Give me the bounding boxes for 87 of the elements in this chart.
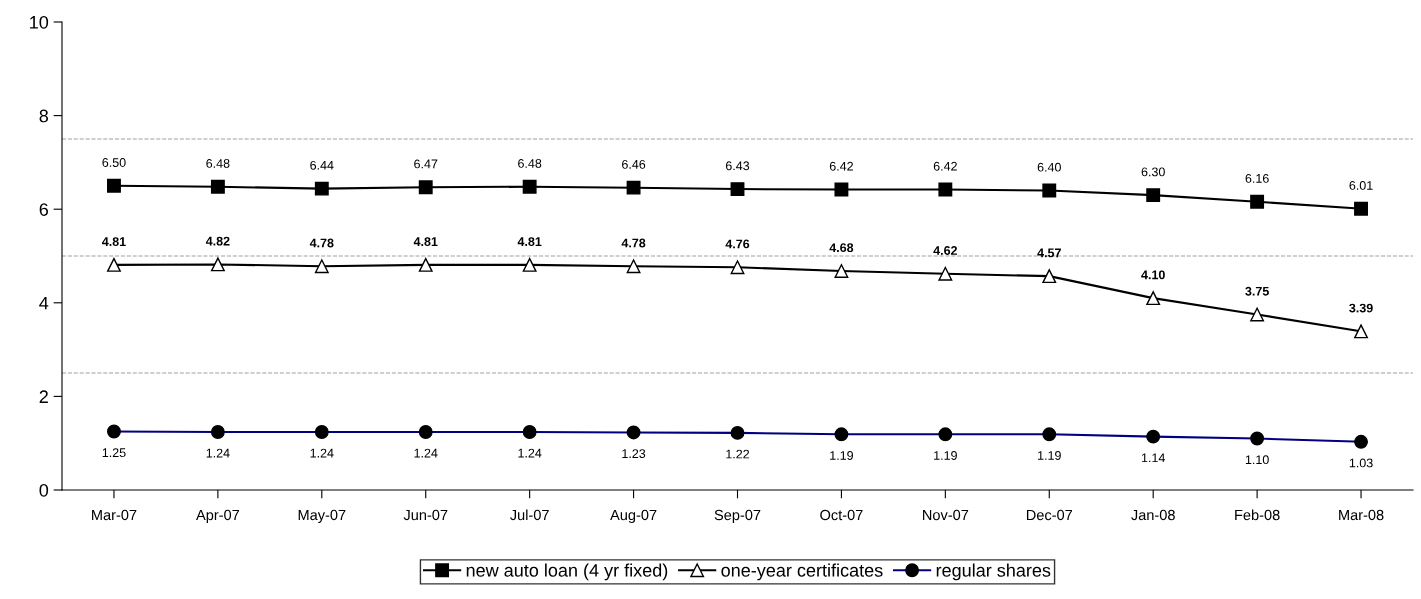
point bbox=[314, 181, 329, 196]
point bbox=[1146, 188, 1161, 203]
data-label: 4.62 bbox=[933, 246, 958, 255]
y-tick-label: 4 bbox=[39, 296, 49, 310]
point bbox=[626, 259, 641, 274]
data-label: 1.22 bbox=[726, 449, 750, 459]
point bbox=[314, 259, 329, 274]
data-label: 1.24 bbox=[414, 448, 438, 458]
data-label: 4.76 bbox=[725, 239, 750, 249]
point bbox=[522, 257, 537, 272]
data-label: 1.14 bbox=[1141, 453, 1165, 463]
legend-label: one-year certificates bbox=[721, 563, 883, 581]
data-label: 3.75 bbox=[1245, 286, 1269, 296]
point bbox=[210, 257, 225, 272]
y-tick-label: 0 bbox=[39, 483, 49, 497]
data-label: 1.19 bbox=[1038, 451, 1061, 460]
point bbox=[210, 179, 225, 194]
y-tick-label: 6 bbox=[39, 203, 49, 216]
x-tick-label: Aug-07 bbox=[610, 509, 657, 524]
data-label: 6.16 bbox=[1245, 173, 1269, 183]
data-label: 6.50 bbox=[102, 158, 126, 167]
point bbox=[418, 257, 433, 272]
data-label: 4.57 bbox=[1037, 248, 1061, 258]
x-tick-label: Jan-08 bbox=[1131, 509, 1175, 521]
legend-label: new auto loan (4 yr fixed) bbox=[466, 563, 668, 581]
point bbox=[834, 182, 849, 197]
x-tick-label: Jul-07 bbox=[510, 509, 549, 521]
point bbox=[1354, 324, 1368, 339]
point bbox=[834, 264, 849, 278]
data-label: 6.44 bbox=[310, 160, 334, 170]
data-label: 4.81 bbox=[101, 237, 126, 247]
data-label: 6.40 bbox=[1037, 162, 1061, 172]
x-tick-label: Apr-07 bbox=[196, 509, 240, 524]
point bbox=[1042, 183, 1057, 198]
point bbox=[626, 180, 641, 195]
data-label: 6.48 bbox=[518, 159, 542, 168]
point bbox=[730, 260, 745, 275]
x-tick-label: Nov-07 bbox=[923, 509, 969, 521]
x-tick-label: Jun-07 bbox=[403, 509, 448, 521]
data-label: 1.23 bbox=[622, 449, 646, 459]
data-label: 4.68 bbox=[829, 243, 854, 253]
data-label: 1.10 bbox=[1245, 455, 1269, 465]
data-label: 6.46 bbox=[622, 159, 646, 169]
data-label: 6.42 bbox=[933, 161, 957, 171]
data-label: 6.30 bbox=[1141, 167, 1165, 177]
x-tick-label: Sep-07 bbox=[714, 509, 761, 524]
point bbox=[938, 182, 953, 197]
y-tick-label: 8 bbox=[39, 109, 49, 123]
point bbox=[418, 180, 433, 195]
data-label: 6.43 bbox=[725, 161, 750, 171]
point bbox=[1250, 194, 1265, 209]
data-label: 1.03 bbox=[1349, 458, 1373, 468]
point bbox=[1250, 307, 1265, 322]
data-label: 6.47 bbox=[414, 159, 438, 169]
y-tick-label: 10 bbox=[30, 15, 49, 29]
data-label: 1.25 bbox=[102, 448, 126, 458]
data-label: 4.82 bbox=[205, 236, 230, 246]
data-label: 6.01 bbox=[1349, 181, 1373, 190]
point bbox=[1146, 291, 1161, 306]
data-label: 4.10 bbox=[1141, 270, 1165, 280]
point bbox=[730, 182, 745, 197]
x-tick-label: Feb-08 bbox=[1235, 509, 1280, 521]
data-label: 1.24 bbox=[518, 448, 542, 458]
data-label: 4.81 bbox=[517, 237, 542, 247]
x-tick-label: May-07 bbox=[298, 509, 346, 524]
x-tick-label: Mar-08 bbox=[1339, 509, 1384, 521]
point bbox=[1042, 269, 1057, 284]
data-label: 4.78 bbox=[309, 238, 334, 248]
data-label: 1.24 bbox=[310, 448, 334, 458]
data-label: 4.81 bbox=[413, 237, 438, 247]
x-tick-label: Dec-07 bbox=[1026, 509, 1073, 521]
x-tick-label: Mar-07 bbox=[92, 509, 137, 521]
data-label: 6.48 bbox=[206, 159, 230, 168]
data-label: 1.24 bbox=[206, 448, 230, 458]
x-tick-label: Oct-07 bbox=[820, 509, 863, 521]
legend-label: regular shares bbox=[936, 563, 1051, 581]
data-label: 4.78 bbox=[621, 238, 646, 248]
point bbox=[107, 178, 121, 193]
data-label: 3.39 bbox=[1349, 303, 1373, 313]
data-label: 1.19 bbox=[830, 451, 853, 460]
data-label: 1.19 bbox=[934, 451, 957, 460]
point bbox=[938, 266, 953, 281]
point bbox=[522, 179, 537, 194]
point bbox=[107, 257, 121, 272]
data-label: 6.42 bbox=[829, 161, 853, 171]
y-tick-label: 2 bbox=[39, 390, 48, 403]
point bbox=[1354, 201, 1368, 216]
